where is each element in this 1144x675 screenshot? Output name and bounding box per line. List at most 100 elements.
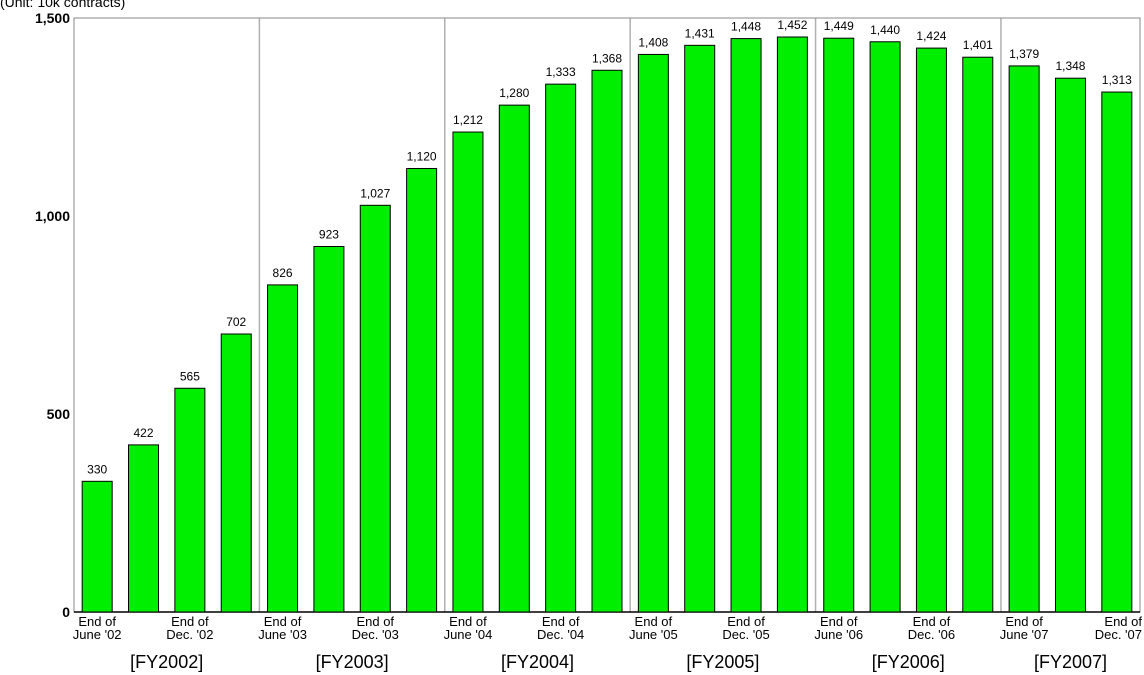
x-tick-label-line: End of xyxy=(1005,614,1043,629)
fiscal-year-label: [FY2004] xyxy=(501,652,574,672)
bar-value-label: 330 xyxy=(87,462,107,476)
bar xyxy=(730,38,762,613)
bar-value-label: 1,431 xyxy=(685,26,715,40)
x-tick-label: End of Dec. '04 xyxy=(537,614,584,642)
bar xyxy=(591,69,623,613)
bar-value-label: 422 xyxy=(134,426,154,440)
x-tick-label-line: End of xyxy=(171,614,209,629)
bar-series xyxy=(81,36,1133,613)
bar xyxy=(359,204,391,613)
x-tick-label-line: June '04 xyxy=(444,627,493,642)
bar-value-label: 1,408 xyxy=(638,35,668,49)
bar xyxy=(267,284,299,613)
bar xyxy=(1054,77,1086,613)
bar xyxy=(776,36,808,613)
bar-value-label: 1,440 xyxy=(870,23,900,37)
bar xyxy=(81,480,113,613)
bar-value-label: 565 xyxy=(180,369,200,383)
bar xyxy=(545,83,577,613)
x-tick-label-line: June '06 xyxy=(814,627,863,642)
bar xyxy=(637,53,669,613)
x-tick-label-line: Dec. '03 xyxy=(352,627,399,642)
x-tick-label: End of Dec. '02 xyxy=(166,614,213,642)
bar-value-label: 1,452 xyxy=(777,18,807,32)
x-tick-label-line: End of xyxy=(913,614,951,629)
bar xyxy=(823,37,855,613)
value-labels: 330 422 565 702 826 923 1,027 1,120 1,212 1,280 1,… xyxy=(87,18,1132,476)
bar-value-label: 1,368 xyxy=(592,51,622,65)
bar xyxy=(962,56,994,613)
bar-value-label: 826 xyxy=(273,266,293,280)
bar xyxy=(452,131,484,613)
x-tick-label: End of June '05 xyxy=(629,614,678,642)
x-tick-label-line: Dec. '05 xyxy=(722,627,769,642)
x-tick-label-line: End of xyxy=(635,614,673,629)
x-tick-label: End of June '07 xyxy=(1000,614,1049,642)
bar xyxy=(313,245,345,613)
x-tick-label-line: Dec. '07 xyxy=(1095,627,1142,642)
x-tick-label: End of June '02 xyxy=(73,614,122,642)
bar-value-label: 1,379 xyxy=(1009,47,1039,61)
x-tick-label-line: June '07 xyxy=(1000,627,1049,642)
fiscal-year-label: [FY2002] xyxy=(130,652,203,672)
fiscal-year-label: [FY2007] xyxy=(1034,652,1107,672)
y-tick-label: 500 xyxy=(47,406,71,422)
bar-value-label: 702 xyxy=(226,315,246,329)
x-tick-label-line: End of xyxy=(820,614,858,629)
y-tick-label: 1,500 xyxy=(35,10,70,26)
x-tick-label-line: End of xyxy=(78,614,116,629)
bar xyxy=(1101,91,1133,613)
bar-value-label: 923 xyxy=(319,227,339,241)
x-tick-label-line: End of xyxy=(542,614,580,629)
bar xyxy=(869,41,901,613)
bar-value-label: 1,448 xyxy=(731,20,761,34)
x-tick-label-line: June '05 xyxy=(629,627,678,642)
x-tick-label-line: Dec. '04 xyxy=(537,627,584,642)
bar-value-label: 1,027 xyxy=(360,186,390,200)
fiscal-year-labels: [FY2002] [FY2003] [FY2004] [FY2005] [FY2006]… xyxy=(130,652,1107,672)
x-tick-label: End of Dec. '06 xyxy=(908,614,955,642)
bar xyxy=(220,333,252,613)
bar-value-label: 1,280 xyxy=(499,86,529,100)
bar-value-label: 1,212 xyxy=(453,113,483,127)
x-tick-label: End of Dec. '03 xyxy=(352,614,399,642)
x-tick-label-line: June '02 xyxy=(73,627,122,642)
bar-value-label: 1,424 xyxy=(916,29,946,43)
x-tick-label-line: Dec. '06 xyxy=(908,627,955,642)
x-tick-label-line: Dec. '02 xyxy=(166,627,213,642)
x-tick-label-line: End of xyxy=(1104,614,1142,629)
bar xyxy=(915,47,947,613)
x-tick-label: End of June '03 xyxy=(258,614,307,642)
bar-value-label: 1,348 xyxy=(1055,59,1085,73)
fiscal-year-label: [FY2003] xyxy=(316,652,389,672)
fiscal-year-separators xyxy=(258,18,1002,612)
bar-value-label: 1,401 xyxy=(963,38,993,52)
bar xyxy=(684,44,716,613)
y-tick-label: 0 xyxy=(62,604,70,620)
bar xyxy=(1008,65,1040,613)
x-tick-label: End of June '04 xyxy=(444,614,493,642)
x-tick-label: End of Dec. '05 xyxy=(722,614,769,642)
y-tick-label: 1,000 xyxy=(35,208,70,224)
bar-value-label: 1,120 xyxy=(407,149,437,163)
bar xyxy=(406,167,438,613)
fiscal-year-label: [FY2005] xyxy=(686,652,759,672)
x-tick-label-line: End of xyxy=(449,614,487,629)
fiscal-year-label: [FY2006] xyxy=(872,652,945,672)
bar-value-label: 1,333 xyxy=(546,65,576,79)
x-tick-label-line: End of xyxy=(264,614,302,629)
y-axis: 0 500 1,000 1,500 xyxy=(35,10,70,620)
bar-value-label: 1,313 xyxy=(1102,73,1132,87)
bar xyxy=(128,444,160,613)
x-tick-label: End of Dec. '07 xyxy=(1095,614,1143,642)
bar-value-label: 1,449 xyxy=(824,19,854,33)
bar xyxy=(174,387,206,613)
x-tick-label-line: End of xyxy=(727,614,765,629)
bar xyxy=(498,104,530,613)
x-tick-label: End of June '06 xyxy=(814,614,863,642)
x-tick-label-line: June '03 xyxy=(258,627,307,642)
x-tick-label-line: End of xyxy=(356,614,394,629)
unit-label: (Unit: 10k contracts) xyxy=(0,0,126,10)
